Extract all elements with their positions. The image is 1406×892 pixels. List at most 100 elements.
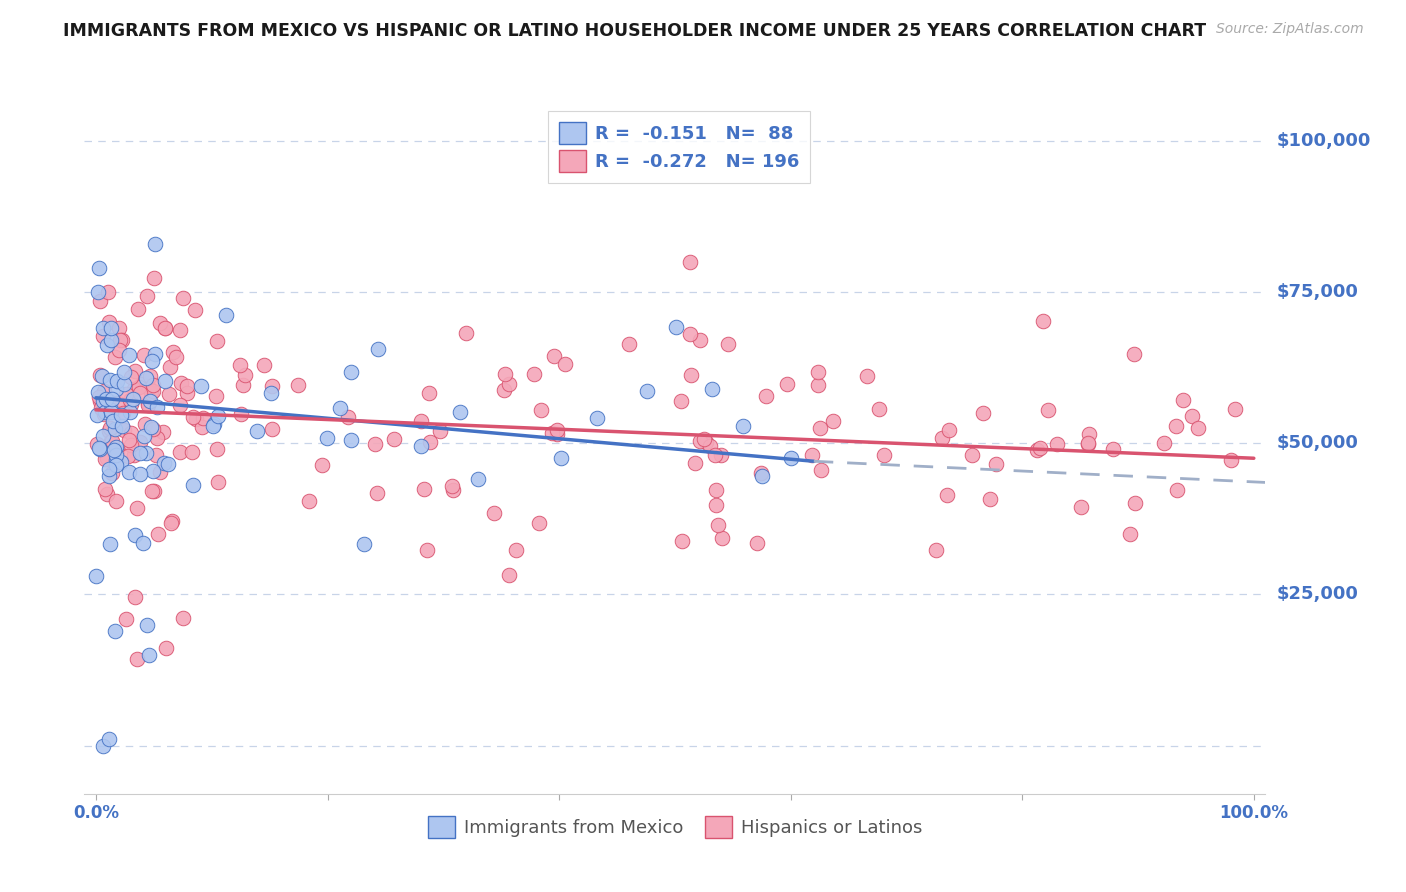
Point: [149, 465, 172, 479]
Point: [146, 527, 169, 541]
Point: [695, 434, 717, 449]
Text: $75,000: $75,000: [1277, 283, 1358, 301]
Point: [498, 376, 520, 391]
Point: [363, 436, 385, 450]
Point: [546, 424, 568, 438]
Point: [107, 396, 129, 410]
Point: [749, 466, 772, 480]
Point: [411, 414, 433, 428]
Point: [105, 458, 128, 472]
Point: [418, 385, 440, 400]
Point: [143, 236, 166, 251]
Point: [191, 420, 214, 434]
Point: [156, 457, 179, 471]
Point: [287, 378, 309, 392]
Point: [159, 360, 181, 375]
Point: [710, 448, 733, 462]
Point: [110, 454, 132, 468]
Point: [1102, 442, 1125, 457]
Point: [112, 376, 135, 391]
Point: [689, 333, 711, 347]
Point: [101, 434, 124, 448]
Point: [98, 537, 121, 551]
Point: [340, 365, 363, 379]
Point: [94, 451, 117, 466]
Point: [105, 375, 128, 389]
Text: IMMIGRANTS FROM MEXICO VS HISPANIC OR LATINO HOUSEHOLDER INCOME UNDER 25 YEARS C: IMMIGRANTS FROM MEXICO VS HISPANIC OR LA…: [63, 22, 1206, 40]
Point: [104, 350, 127, 364]
Point: [152, 425, 174, 439]
Point: [96, 487, 118, 501]
Point: [415, 542, 437, 557]
Point: [142, 422, 165, 436]
Point: [93, 384, 115, 398]
Point: [692, 433, 714, 447]
Point: [755, 389, 778, 403]
Point: [704, 483, 727, 498]
Point: [105, 453, 128, 467]
Point: [872, 448, 894, 462]
Point: [153, 320, 176, 334]
Point: [89, 394, 111, 409]
Point: [316, 431, 339, 445]
Point: [856, 369, 879, 384]
Point: [87, 285, 110, 299]
Point: [135, 617, 157, 632]
Point: [176, 386, 198, 401]
Point: [112, 424, 135, 438]
Point: [139, 419, 162, 434]
Text: $25,000: $25,000: [1277, 585, 1358, 603]
Point: [546, 427, 568, 442]
Point: [118, 433, 141, 447]
Point: [298, 493, 321, 508]
Point: [143, 347, 166, 361]
Point: [101, 414, 124, 428]
Point: [702, 382, 724, 396]
Point: [149, 316, 172, 330]
Point: [231, 407, 253, 421]
Point: [89, 442, 111, 456]
Point: [91, 394, 114, 409]
Point: [494, 383, 516, 397]
Point: [127, 500, 149, 515]
Point: [262, 379, 284, 393]
Point: [530, 402, 553, 417]
Point: [104, 440, 127, 454]
Point: [96, 338, 118, 352]
Point: [146, 432, 169, 446]
Point: [207, 409, 229, 423]
Point: [157, 387, 180, 401]
Point: [311, 458, 333, 472]
Point: [115, 387, 138, 401]
Point: [97, 315, 120, 329]
Point: [124, 364, 146, 378]
Point: [339, 434, 361, 448]
Point: [86, 409, 108, 423]
Point: [382, 432, 405, 446]
Point: [807, 365, 830, 379]
Legend: Immigrants from Mexico, Hispanics or Latinos: Immigrants from Mexico, Hispanics or Lat…: [416, 805, 934, 849]
Point: [128, 435, 150, 450]
Point: [117, 449, 139, 463]
Point: [118, 465, 141, 479]
Point: [190, 378, 212, 392]
Point: [169, 399, 191, 413]
Point: [91, 369, 114, 384]
Point: [172, 611, 194, 625]
Point: [262, 422, 284, 436]
Point: [111, 406, 134, 420]
Point: [366, 486, 388, 500]
Point: [585, 410, 607, 425]
Point: [87, 260, 110, 275]
Point: [1026, 443, 1049, 458]
Point: [100, 405, 122, 419]
Point: [122, 392, 145, 407]
Point: [159, 516, 181, 531]
Point: [131, 376, 153, 391]
Point: [717, 336, 740, 351]
Point: [146, 400, 169, 414]
Point: [711, 531, 734, 545]
Point: [138, 648, 160, 662]
Point: [1123, 347, 1146, 361]
Point: [671, 533, 693, 548]
